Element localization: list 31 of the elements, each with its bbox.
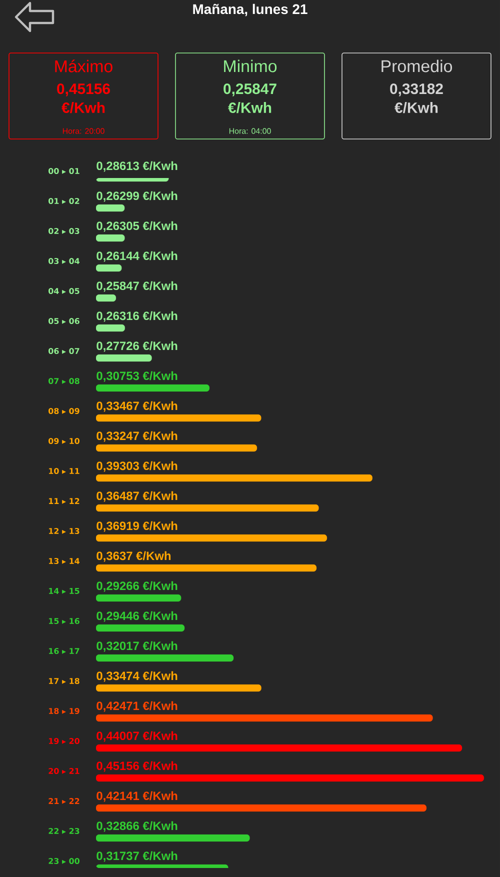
data-label: 0,32866 €/Kwh [96,821,178,832]
text: 0,25847 €/Kwh [224,84,276,114]
data-label: 0,33474 €/Kwh [96,671,178,682]
data-label: 0,27726 €/Kwh [96,341,178,352]
category-label: Máximo [55,60,112,72]
category-label: Promedio [382,60,452,72]
data-label: 0,28613 €/Kwh [96,161,178,172]
text: 0,33182 €/Kwh [390,84,443,114]
data-label: 0,42471 €/Kwh [96,701,178,712]
data-label: 0,25847 €/Kwh [96,281,178,292]
data-label: 0,39303 €/Kwh [96,461,178,472]
data-label: 0,32017 €/Kwh [96,641,178,652]
data-label: 0,29446 €/Kwh [96,611,178,622]
data-label: 0,26144 €/Kwh [96,251,178,262]
data-label: 0,33467 €/Kwh [96,401,178,412]
data-label: 0,29266 €/Kwh [96,581,178,592]
data-label: 0,42141 €/Kwh [96,791,178,802]
data-label: 0,44007 €/Kwh [96,731,178,742]
data-label: 0,33247 €/Kwh [96,431,178,442]
data-label: 0,26316 €/Kwh [96,311,178,322]
category-label: Minimo [224,60,277,72]
data-label: 0,36487 €/Kwh [96,491,178,502]
data-label: 0,30753 €/Kwh [96,371,178,382]
data-label: 0,3637 €/Kwh [96,551,171,562]
data-label: 0,45156 €/Kwh [96,761,178,772]
text: Mañana, lunes 21 [193,4,308,16]
data-label: 0,36919 €/Kwh [96,521,178,532]
data-label: 0,26299 €/Kwh [96,191,178,202]
data-label: 0,26305 €/Kwh [96,221,178,232]
data-label: 0,31737 €/Kwh [96,851,178,862]
text: 0,45156 €/Kwh [57,84,110,114]
